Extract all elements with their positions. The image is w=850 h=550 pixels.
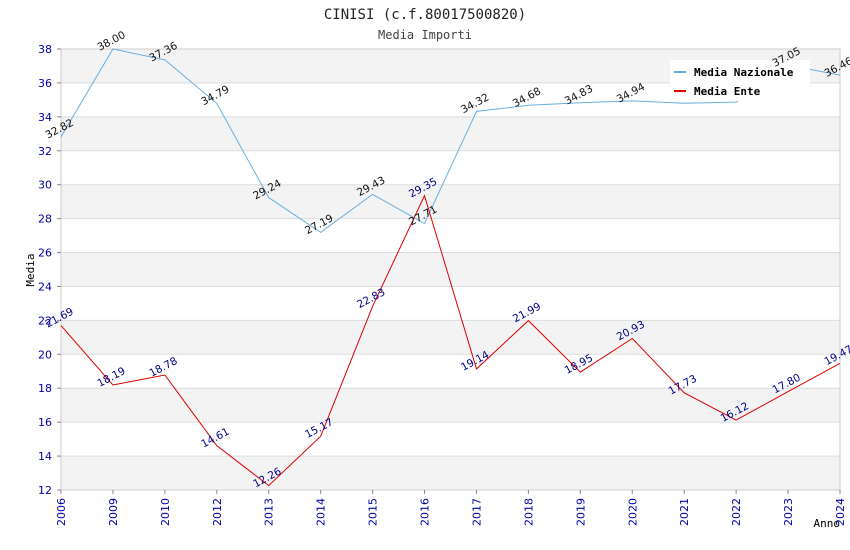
legend-entry: Media Ente xyxy=(694,85,761,98)
data-label: 14.61 xyxy=(199,426,231,451)
y-tick-label: 28 xyxy=(38,213,52,226)
y-tick-label: 30 xyxy=(38,179,52,192)
y-tick-label: 14 xyxy=(38,450,52,463)
legend: Media Nazionale Media Ente xyxy=(670,60,810,101)
data-label: 18.78 xyxy=(147,355,179,380)
y-tick-label: 26 xyxy=(38,247,52,260)
y-tick-label: 32 xyxy=(38,145,52,158)
data-label: 22.83 xyxy=(355,286,387,311)
x-tick-label: 2019 xyxy=(574,498,587,526)
y-tick-label: 20 xyxy=(38,348,52,361)
series-line-media-nazionale xyxy=(60,48,841,234)
data-label: 34.94 xyxy=(615,81,647,106)
x-tick-label: 2010 xyxy=(159,498,172,526)
grid-band xyxy=(61,116,840,151)
x-tick-label: 2022 xyxy=(730,498,743,526)
plot-area xyxy=(60,48,841,491)
x-tick-label: 2017 xyxy=(470,498,483,526)
y-tick-label: 34 xyxy=(38,111,52,124)
y-axis-label: Media xyxy=(24,253,37,286)
y-tick-label: 18 xyxy=(38,382,52,395)
x-tick-label: 2024 xyxy=(834,498,847,526)
x-tick-label: 2014 xyxy=(315,498,328,526)
x-tick-label: 2016 xyxy=(419,498,432,526)
x-axis-label: Anno xyxy=(814,517,841,530)
y-tick-label: 12 xyxy=(38,484,52,497)
x-tick-label: 2023 xyxy=(782,498,795,526)
x-tick-label: 2009 xyxy=(107,498,120,526)
grid-band xyxy=(61,388,840,423)
data-label: 34.83 xyxy=(563,83,595,108)
x-tick-label: 2021 xyxy=(678,498,691,526)
data-label: 34.79 xyxy=(199,83,231,108)
legend-entry: Media Nazionale xyxy=(694,66,794,79)
chart-title: CINISI (c.f.80017500820) xyxy=(324,7,526,23)
x-tick-label: 2020 xyxy=(626,498,639,526)
chart-subtitle: Media Importi xyxy=(378,28,472,42)
grid-band xyxy=(61,184,840,219)
data-label: 18.95 xyxy=(563,352,595,377)
x-tick-label: 2015 xyxy=(367,498,380,526)
data-label: 34.32 xyxy=(459,91,491,116)
x-tick-label: 2013 xyxy=(263,498,276,526)
x-tick-label: 2012 xyxy=(211,498,224,526)
y-axis-ticks: 12 14 16 18 20 22 24 26 28 30 32 34 36 38 xyxy=(38,43,61,497)
grid-band xyxy=(61,320,840,355)
series-line-media-ente xyxy=(60,194,841,487)
y-tick-label: 38 xyxy=(38,43,52,56)
data-label: 34.68 xyxy=(511,85,543,110)
grid-bands xyxy=(61,49,840,490)
x-tick-label: 2018 xyxy=(522,498,535,526)
y-tick-label: 24 xyxy=(38,280,52,293)
y-tick-label: 36 xyxy=(38,77,52,90)
legend-box xyxy=(670,60,810,101)
x-axis-ticks: 2006 2009 2010 2012 2013 2014 2015 2016 2017 2018… xyxy=(55,490,847,526)
data-label: 18.19 xyxy=(95,365,127,390)
series-lines xyxy=(60,48,841,487)
y-tick-label: 22 xyxy=(38,314,52,327)
y-tick-label: 16 xyxy=(38,416,52,429)
grid-band xyxy=(61,456,840,490)
x-tick-label: 2006 xyxy=(55,498,68,526)
